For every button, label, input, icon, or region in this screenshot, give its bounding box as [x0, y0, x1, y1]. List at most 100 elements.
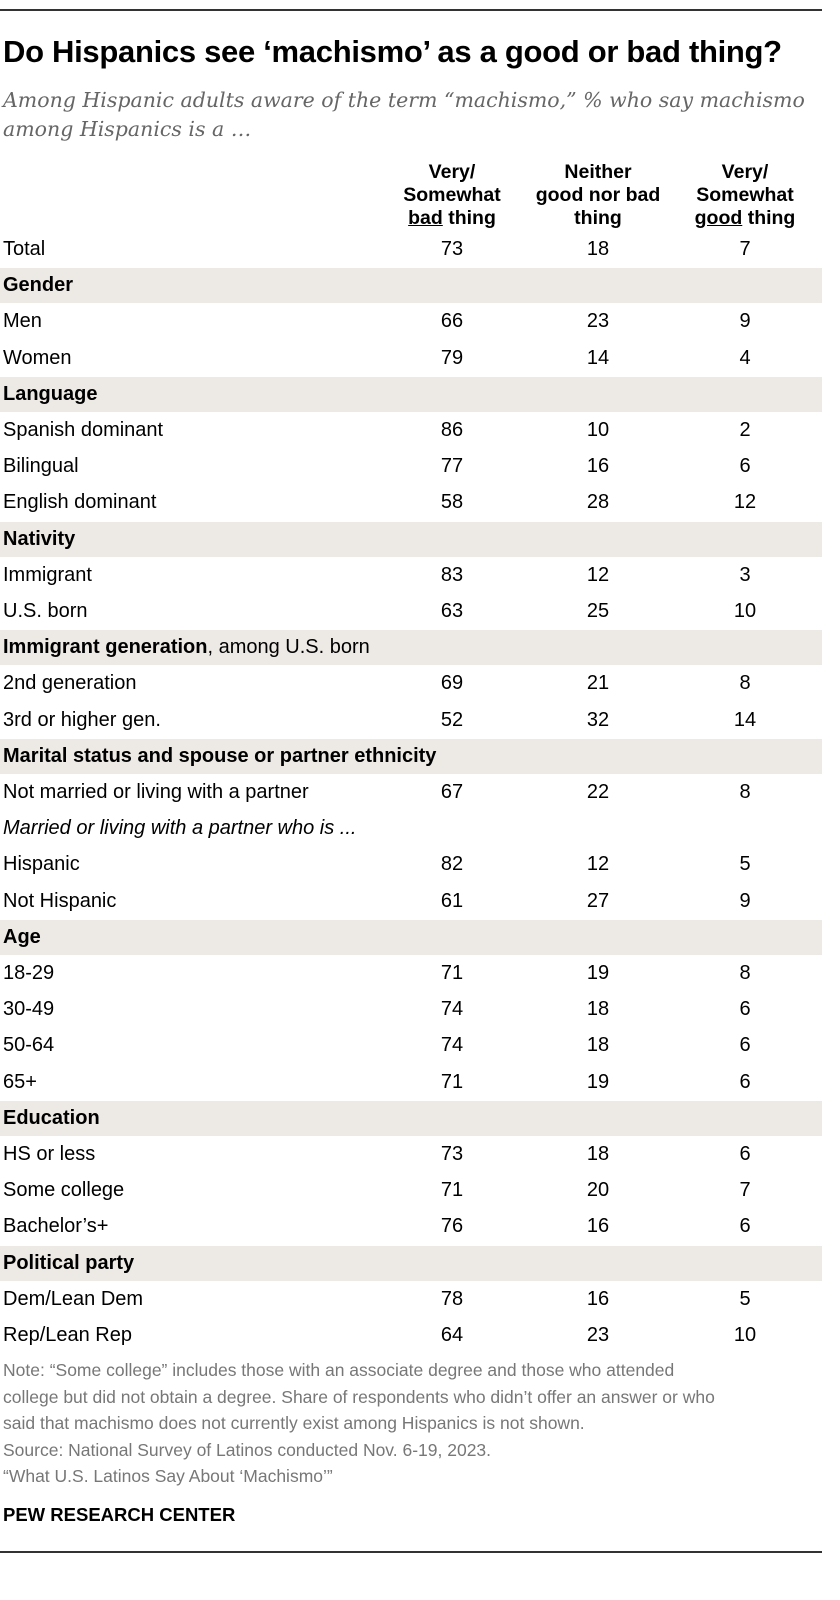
value-cell: 5: [739, 853, 751, 876]
row-label-text: Some college: [3, 1179, 125, 1202]
value-cell: 16: [586, 1215, 610, 1238]
table-row: 50-64 74 18 6: [0, 1028, 822, 1063]
value-cell: 79: [440, 346, 464, 369]
row-label-text: 65+: [3, 1070, 37, 1093]
value-cell: 73: [440, 238, 464, 260]
row-label-text: Education: [3, 1106, 100, 1129]
value-cell: 8: [739, 781, 751, 803]
section-label: Marital status and spouse or partner eth…: [3, 745, 436, 768]
table-row: Some college 71 20 7: [0, 1173, 822, 1208]
row-label-text: Immigrant: [3, 563, 92, 586]
row-label-text: HS or less: [3, 1143, 96, 1165]
section-label: Immigrant generation, among U.S. born: [3, 636, 370, 659]
value-cell: 19: [586, 1070, 610, 1093]
value-cell: 52: [440, 708, 464, 731]
value-cell: 14: [586, 346, 610, 369]
value-cell: 71: [440, 962, 464, 984]
row-label: 3rd or higher gen.: [3, 709, 161, 732]
column-header-underlined: good: [694, 207, 743, 229]
table-row: HS or less 73 18 6: [0, 1137, 822, 1172]
value-cell: 67: [440, 781, 464, 803]
top-rule: [0, 9, 822, 11]
value-cell: 82: [440, 853, 464, 876]
value-cell: 18: [586, 998, 610, 1021]
row-label-text: U.S. born: [3, 600, 88, 622]
value-cell: 6: [739, 455, 751, 478]
row-label: Rep/Lean Rep: [3, 1324, 132, 1347]
column-header-line: thing: [742, 207, 796, 229]
table-row: Not Hispanic 61 27 9: [0, 884, 822, 919]
section-header-row: Language: [0, 376, 822, 412]
value-cell: 77: [440, 455, 464, 478]
row-label: 65+: [3, 1071, 37, 1094]
column-header-neither: Neither good nor bad thing: [523, 161, 673, 230]
section-label: Language: [3, 383, 97, 406]
value-cell: 6: [739, 1034, 751, 1057]
table-row: Dem/Lean Dem 78 16 5: [0, 1282, 822, 1317]
section-label: Nativity: [3, 528, 75, 551]
notes: Note: “Some college” includes those with…: [3, 1357, 823, 1490]
table-row: 3rd or higher gen. 52 32 14: [0, 703, 822, 738]
row-label-text: Not Hispanic: [3, 889, 117, 912]
value-cell: 18: [586, 1034, 610, 1057]
section-label: Age: [3, 926, 41, 949]
value-cell: 2: [739, 419, 751, 441]
value-cell: 25: [586, 600, 610, 622]
section-header-row: Marital status and spouse or partner eth…: [0, 738, 822, 774]
row-label-text: Bilingual: [3, 455, 79, 478]
value-cell: 23: [586, 1324, 610, 1346]
value-cell: 22: [586, 781, 610, 803]
value-cell: 12: [586, 853, 610, 876]
table-row: U.S. born 63 25 10: [0, 594, 822, 629]
row-label: Dem/Lean Dem: [3, 1288, 143, 1311]
row-label-text: Bachelor’s+: [3, 1215, 109, 1238]
column-header-line: Very/: [721, 161, 769, 183]
value-cell: 10: [586, 419, 610, 441]
value-cell: 9: [739, 310, 751, 333]
table-row: Spanish dominant 86 10 2: [0, 413, 822, 448]
row-label-text: Total: [3, 238, 46, 260]
value-cell: 23: [586, 310, 610, 333]
row-label-text: Hispanic: [3, 853, 80, 876]
value-cell: 3: [739, 563, 751, 586]
source-line: Source: National Survey of Latinos condu…: [3, 1439, 492, 1460]
value-cell: 58: [440, 491, 464, 514]
value-cell: 19: [586, 962, 610, 984]
row-label-suffix: , among U.S. born: [207, 636, 370, 659]
row-label-text: 3rd or higher gen.: [3, 708, 161, 731]
row-label-text: Married or living with a partner who is …: [3, 817, 357, 840]
value-cell: 61: [440, 889, 464, 912]
row-label: Married or living with a partner who is …: [3, 817, 356, 840]
row-label-text: 30-49: [3, 998, 55, 1021]
row-label-text: English dominant: [3, 491, 157, 514]
value-cell: 86: [440, 419, 464, 441]
value-cell: 16: [586, 455, 610, 478]
row-label: Not Hispanic: [3, 890, 116, 913]
row-label: HS or less: [3, 1143, 95, 1166]
value-cell: 9: [739, 889, 751, 912]
value-cell: 78: [440, 1287, 464, 1310]
column-header-line: good nor bad: [535, 184, 661, 206]
value-cell: 16: [586, 1287, 610, 1310]
table-row: English dominant 58 28 12: [0, 485, 822, 520]
row-label: Women: [3, 347, 72, 370]
row-label-text: Immigrant generation: [3, 636, 208, 659]
table-row: Total 73 18 7: [0, 232, 822, 267]
section-label: Political party: [3, 1252, 134, 1275]
table-row: 30-49 74 18 6: [0, 992, 822, 1027]
value-cell: 32: [586, 708, 610, 731]
value-cell: 83: [440, 563, 464, 586]
value-cell: 14: [733, 708, 757, 731]
value-cell: 64: [440, 1324, 464, 1346]
row-label-text: Men: [3, 310, 42, 333]
row-label-text: 50-64: [3, 1034, 55, 1057]
column-header-line: Somewhat: [696, 184, 794, 206]
table-row: Bachelor’s+ 76 16 6: [0, 1209, 822, 1244]
row-label-text: Age: [3, 925, 41, 948]
row-label: 30-49: [3, 998, 54, 1021]
value-cell: 10: [733, 1324, 757, 1346]
row-label-text: 2nd generation: [3, 672, 137, 695]
row-label: Spanish dominant: [3, 419, 163, 442]
value-cell: 6: [739, 1215, 751, 1238]
value-cell: 76: [440, 1215, 464, 1238]
